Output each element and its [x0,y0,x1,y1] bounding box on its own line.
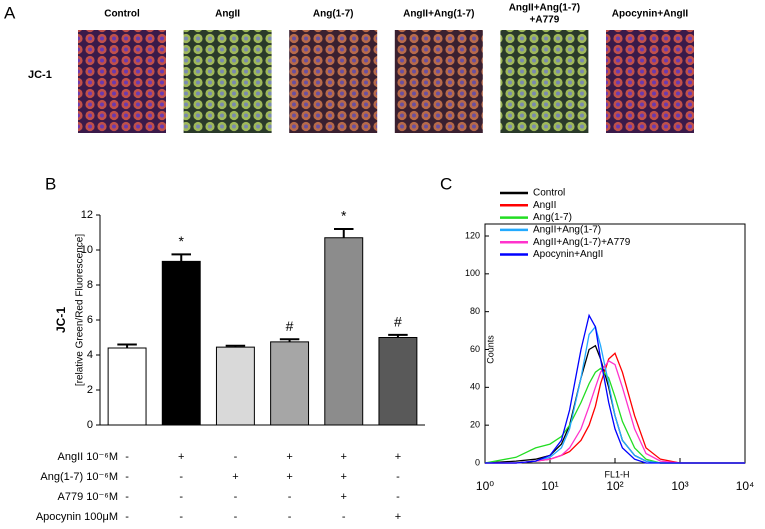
y-tick-label: 2 [87,384,93,396]
column-header: Ang(1-7) [313,9,354,20]
y-tick-label: 40 [470,382,480,392]
legend-label: Apocynin+AngII [533,249,603,260]
y-axis-title: Counts [485,335,495,364]
column-header: Apocynin+AngII [612,9,689,20]
micrograph [500,30,589,133]
x-axis-title: FL1-H [604,469,629,479]
x-tick-label: 10⁴ [736,479,755,493]
treatment-label: Ang(1-7) 10⁻⁶M [40,471,118,483]
y-tick-label: 4 [87,349,93,361]
bar [161,260,201,426]
treatment-label: AngII 10⁻⁶M [58,451,118,463]
y-axis-title: JC-1 [54,307,68,333]
treatment-sign: + [286,451,292,463]
treatment-sign: + [178,451,184,463]
y-tick-label: 8 [87,279,93,291]
significance-mark: * [341,208,347,224]
treatment-sign: - [179,471,183,483]
micrograph [289,30,378,133]
y-tick-label: 0 [87,419,93,431]
treatment-label: A779 10⁻⁶M [58,491,118,503]
y-tick-label: 0 [475,457,480,467]
y-tick-label: 12 [81,209,93,221]
row-label: JC-1 [28,69,52,81]
treatment-sign: - [288,491,292,503]
significance-mark: * [179,233,185,249]
micrograph [606,30,694,133]
x-tick-label: 10² [606,479,623,493]
series-line [485,325,745,464]
treatment-sign: - [342,511,346,523]
treatment-sign: - [179,491,183,503]
x-tick-label: 10¹ [541,479,558,493]
micrograph [183,30,272,133]
bar [215,346,255,426]
micrograph [394,30,483,133]
x-tick-label: 10³ [671,479,688,493]
column-header: +A779 [530,15,560,26]
legend-label: AngII+Ang(1-7)+A779 [533,237,631,248]
column-header: AngII [215,9,240,20]
series-line [485,360,745,464]
treatment-sign: - [234,511,238,523]
y-tick-label: 80 [470,306,480,316]
series-line [484,344,745,464]
legend-label: Ang(1-7) [533,212,572,223]
treatment-sign: - [179,511,183,523]
panel-label: B [45,174,56,193]
treatment-sign: - [234,451,238,463]
micrograph [78,30,166,133]
treatment-sign: + [286,471,292,483]
treatment-sign: + [395,511,401,523]
treatment-sign: + [341,491,347,503]
treatment-label: Apocynin 100μM [36,511,118,523]
column-header: Control [104,9,140,20]
treatment-sign: - [125,511,129,523]
treatment-sign: + [341,451,347,463]
y-tick-label: 20 [470,420,480,430]
treatment-sign: - [125,451,129,463]
legend-label: AngII+Ang(1-7) [533,225,601,236]
legend-label: AngII [533,200,556,211]
y-tick-label: 60 [470,344,480,354]
treatment-sign: - [125,471,129,483]
series-line [485,352,745,464]
bar [324,237,364,426]
treatment-sign: + [232,471,238,483]
series-line [485,313,745,464]
bar [378,337,418,426]
significance-mark: # [394,314,402,330]
y-tick-label: 100 [465,268,480,278]
panel-label: A [4,3,16,22]
bar [270,341,310,426]
treatment-sign: - [288,511,292,523]
treatment-sign: + [341,471,347,483]
column-header: AngII+Ang(1-7) [403,9,474,20]
legend-label: Control [533,188,565,199]
treatment-sign: - [396,471,400,483]
treatment-sign: - [234,491,238,503]
y-tick-label: 10 [81,244,93,256]
treatment-sign: + [395,451,401,463]
series-line [484,367,745,464]
y-axis-subtitle: [relative Green/Red Fluorescence] [75,234,86,387]
treatment-sign: - [125,491,129,503]
column-header: AngII+Ang(1-7) [509,3,580,14]
bar [107,347,147,426]
y-tick-label: 120 [465,230,480,240]
x-tick-label: 10⁰ [476,479,494,493]
significance-mark: # [286,318,294,334]
panel-label: C [440,174,452,193]
y-tick-label: 6 [87,314,93,326]
treatment-sign: - [396,491,400,503]
